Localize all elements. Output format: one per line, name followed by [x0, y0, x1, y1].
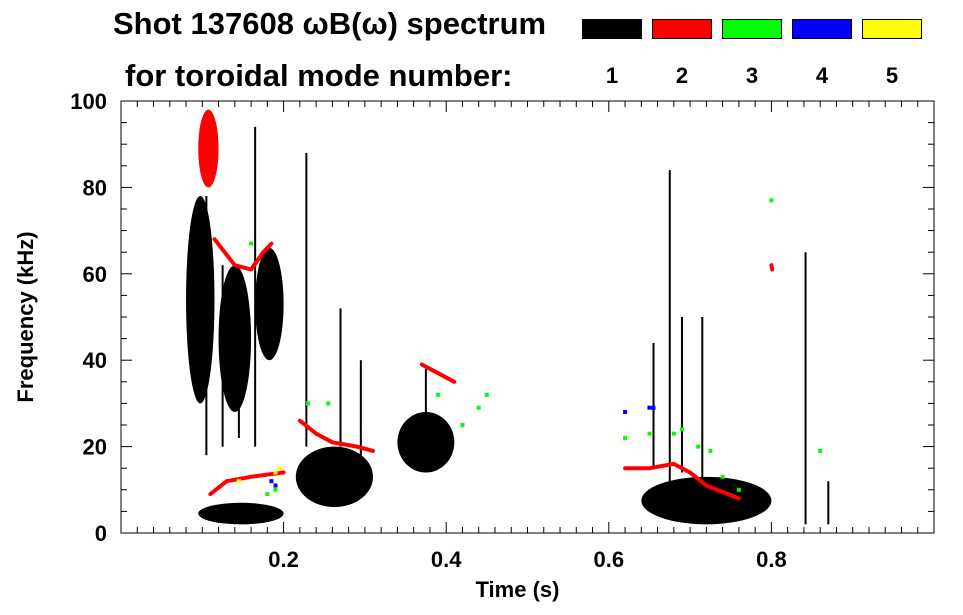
- mode2-line-0: [212, 237, 274, 272]
- mode3-point-0: [249, 241, 254, 246]
- y-tick-label: 40: [83, 348, 107, 373]
- chart-title-line2: for toroidal mode number:: [125, 58, 513, 93]
- mode3-point-12: [679, 427, 684, 432]
- y-tick-label: 100: [70, 89, 107, 114]
- mode3-point-15: [720, 474, 725, 479]
- x-tick-label: 0.4: [431, 547, 462, 572]
- mode1-blob-1: [218, 265, 252, 413]
- x-tick-label: 0.2: [268, 547, 299, 572]
- mode1-blob-2: [255, 247, 284, 361]
- mode3-point-2: [273, 487, 278, 492]
- y-tick-label: 20: [83, 435, 107, 460]
- y-axis-title: Frequency (kHz): [13, 231, 38, 402]
- x-tick-label: 0.8: [756, 547, 787, 572]
- mode2-line-4: [623, 461, 741, 501]
- mode1-blob-4: [295, 446, 374, 508]
- mode3-point-16: [736, 487, 741, 492]
- legend-swatch-mode-4: [792, 19, 852, 39]
- mode2-line-1: [208, 470, 286, 497]
- mode3-point-10: [647, 431, 652, 436]
- legend-swatch-mode-2: [652, 19, 712, 39]
- mode3-point-13: [696, 444, 701, 449]
- mode3-point-14: [708, 448, 713, 453]
- x-axis-title: Time (s): [476, 577, 560, 602]
- legend-swatch-mode-1: [582, 19, 642, 39]
- mode2-line-5: [769, 263, 775, 272]
- legend-swatch-mode-5: [862, 19, 922, 39]
- legend-label-mode-3: 3: [745, 63, 759, 88]
- mode3-point-7: [476, 405, 481, 410]
- mode1-blob-3: [198, 502, 284, 525]
- y-tick-label: 60: [83, 262, 107, 287]
- mode4-point-3: [647, 405, 652, 410]
- mode4-point-2: [623, 410, 628, 415]
- mode5-point-0: [236, 479, 241, 484]
- mode3-point-18: [818, 448, 823, 453]
- mode4-point-0: [269, 479, 274, 484]
- mode3-point-11: [671, 431, 676, 436]
- mode3-point-8: [484, 392, 489, 397]
- y-tick-label: 0: [95, 521, 107, 546]
- mode3-point-3: [305, 401, 310, 406]
- mode2-line-2: [297, 418, 375, 453]
- mode3-point-17: [769, 198, 774, 203]
- mode5-point-1: [273, 470, 278, 475]
- legend-label-mode-5: 5: [885, 63, 899, 88]
- mode3-point-1: [265, 492, 270, 497]
- mode4-point-4: [651, 405, 656, 410]
- mode3-point-6: [460, 423, 465, 427]
- mode3-point-5: [436, 392, 441, 397]
- legend-swatch-mode-3: [722, 19, 782, 39]
- mode4-point-1: [273, 483, 278, 488]
- legend-label-mode-2: 2: [675, 63, 689, 88]
- mode5-point-2: [277, 466, 282, 471]
- legend-label-mode-1: 1: [605, 63, 619, 88]
- mode2-line-3: [419, 362, 457, 384]
- x-tick-label: 0.6: [594, 547, 625, 572]
- mode2-blob-0: [198, 109, 219, 188]
- mode3-point-4: [326, 401, 331, 406]
- mode1-blob-0: [186, 196, 215, 404]
- legend-label-mode-4: 4: [815, 63, 829, 88]
- mode1-blob-5: [397, 412, 455, 473]
- mode3-point-9: [623, 435, 628, 440]
- y-tick-label: 80: [83, 175, 107, 200]
- chart-title-line1: Shot 137608 ωB(ω) spectrum: [113, 6, 547, 41]
